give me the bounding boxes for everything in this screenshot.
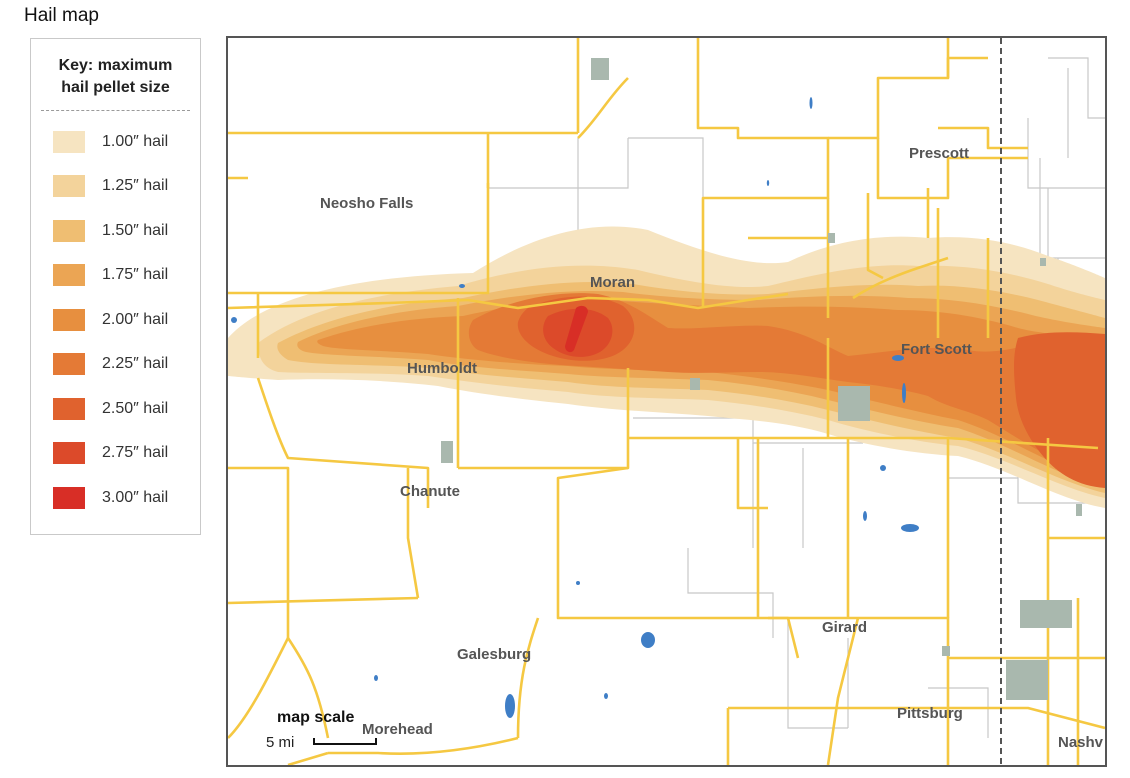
place-label-humboldt: Humboldt	[407, 360, 477, 377]
urban-area	[1020, 600, 1072, 628]
urban-area	[441, 441, 453, 463]
page-title: Hail map	[24, 5, 99, 26]
legend-item-2-75: 2.75″ hail	[31, 442, 200, 464]
legend-label: 2.50″ hail	[102, 400, 169, 417]
water	[505, 694, 515, 718]
legend-swatch	[53, 398, 85, 420]
highways	[228, 38, 1105, 765]
legend-label: 1.00″ hail	[102, 133, 169, 150]
legend-item-1-25: 1.25″ hail	[31, 175, 200, 197]
place-label-morehead: Morehead	[362, 721, 433, 738]
legend-label: 1.75″ hail	[102, 266, 169, 283]
legend-item-1-75: 1.75″ hail	[31, 264, 200, 286]
place-labels: Neosho Falls Prescott Moran Humboldt For…	[320, 145, 1104, 751]
place-label-galesburg: Galesburg	[457, 646, 531, 663]
map-scale-label: 5 mi	[266, 734, 294, 751]
water	[231, 317, 237, 323]
place-label-girard: Girard	[822, 619, 867, 636]
legend-label: 2.00″ hail	[102, 311, 169, 328]
legend-label: 1.25″ hail	[102, 177, 169, 194]
legend-item-1-50: 1.50″ hail	[31, 220, 200, 242]
water	[863, 511, 867, 521]
legend-swatch	[53, 175, 85, 197]
water	[880, 465, 886, 471]
place-label-nashv: Nashv	[1058, 734, 1104, 751]
legend-item-2-25: 2.25″ hail	[31, 353, 200, 375]
legend-item-1-00: 1.00″ hail	[31, 131, 200, 153]
legend-label: 2.75″ hail	[102, 444, 169, 461]
legend-title-line-2: hail pellet size	[61, 79, 170, 96]
map-scale: map scale 5 mi	[266, 709, 377, 751]
water	[809, 97, 813, 109]
water	[641, 632, 655, 648]
legend-swatch	[53, 264, 85, 286]
legend-label: 1.50″ hail	[102, 222, 169, 239]
water	[766, 180, 770, 186]
urban-area	[838, 386, 870, 421]
water	[604, 693, 608, 699]
urban-area	[690, 378, 700, 390]
place-label-prescott: Prescott	[909, 145, 969, 162]
map-scale-title: map scale	[277, 709, 354, 726]
urban-area	[1006, 660, 1048, 700]
hail-contour-3-00	[565, 305, 588, 353]
hail-swath	[228, 226, 1105, 509]
urban-area	[942, 646, 950, 656]
legend-item-3-00: 3.00″ hail	[31, 487, 200, 509]
place-label-chanute: Chanute	[400, 483, 460, 500]
legend-swatch	[53, 353, 85, 375]
water	[576, 581, 580, 585]
urban-area	[1040, 258, 1046, 266]
water	[901, 524, 919, 532]
place-label-neosho-falls: Neosho Falls	[320, 195, 413, 212]
legend-swatch	[53, 487, 85, 509]
place-label-fort-scott: Fort Scott	[901, 341, 972, 358]
water	[459, 284, 465, 288]
urban-area	[828, 233, 835, 243]
legend-title: Key: maximum hail pellet size	[31, 55, 200, 99]
place-label-moran: Moran	[590, 274, 635, 291]
map[interactable]: Neosho Falls Prescott Moran Humboldt For…	[226, 36, 1107, 767]
urban-area	[591, 58, 609, 80]
legend-item-2-00: 2.00″ hail	[31, 309, 200, 331]
map-scale-bar	[313, 738, 377, 745]
place-label-pittsburg: Pittsburg	[897, 705, 963, 722]
water	[892, 355, 904, 361]
legend-label: 2.25″ hail	[102, 355, 169, 372]
map-canvas: Neosho Falls Prescott Moran Humboldt For…	[228, 38, 1105, 765]
legend-swatch	[53, 220, 85, 242]
water	[902, 383, 906, 403]
legend-swatch	[53, 442, 85, 464]
legend-divider	[41, 110, 190, 111]
urban-area	[1076, 504, 1082, 516]
legend-title-line-1: Key: maximum	[58, 57, 173, 74]
urban-areas	[441, 58, 1082, 700]
legend-label: 3.00″ hail	[102, 489, 169, 506]
water-bodies	[231, 97, 919, 718]
legend-swatch	[53, 309, 85, 331]
water	[374, 675, 378, 681]
legend-swatch	[53, 131, 85, 153]
legend: Key: maximum hail pellet size 1.00″ hail…	[30, 38, 201, 535]
legend-item-2-50: 2.50″ hail	[31, 398, 200, 420]
